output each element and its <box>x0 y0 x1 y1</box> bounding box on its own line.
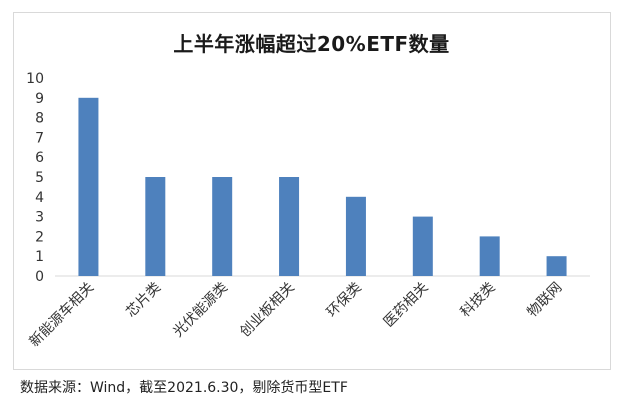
y-tick-label: 7 <box>35 130 44 146</box>
bar-chart: 0 1 2 3 4 5 6 7 8 9 10 新能源车相关 芯片类 光伏能源类 创业板相关 环保类 医药相关 科技… <box>26 71 590 350</box>
x-tick-label: 环保类 <box>324 280 365 321</box>
x-tick-label: 光伏能源类 <box>170 280 231 341</box>
chart-title: 上半年涨幅超过20%ETF数量 <box>173 32 450 56</box>
y-tick-label: 8 <box>35 111 44 127</box>
x-tick-label: 科技类 <box>458 280 499 321</box>
y-tick-label: 5 <box>35 170 44 186</box>
bar <box>78 97 99 276</box>
source-note: 数据来源：Wind，截至2021.6.30，剔除货币型ETF <box>20 380 348 396</box>
y-tick-label: 1 <box>35 249 44 265</box>
y-tick-label: 10 <box>26 71 44 87</box>
y-tick-label: 6 <box>35 150 44 166</box>
bar <box>412 216 433 276</box>
y-tick-label: 9 <box>35 91 44 107</box>
bar <box>279 177 300 276</box>
y-tick-label: 4 <box>35 190 44 206</box>
x-tick-label: 物联网 <box>524 280 565 321</box>
y-tick-label: 2 <box>35 229 44 245</box>
x-tick-label: 新能源车相关 <box>26 279 97 350</box>
x-tick-label: 创业板相关 <box>237 280 298 341</box>
chart-frame <box>13 12 611 370</box>
bar <box>546 256 567 276</box>
bar <box>479 236 500 276</box>
x-tick-label: 芯片类 <box>123 280 164 321</box>
bar <box>145 177 166 276</box>
y-tick-label: 3 <box>35 210 44 226</box>
y-tick-label: 0 <box>35 269 44 285</box>
bar <box>345 196 366 276</box>
bar <box>212 177 233 276</box>
x-tick-label: 医药相关 <box>381 280 432 331</box>
